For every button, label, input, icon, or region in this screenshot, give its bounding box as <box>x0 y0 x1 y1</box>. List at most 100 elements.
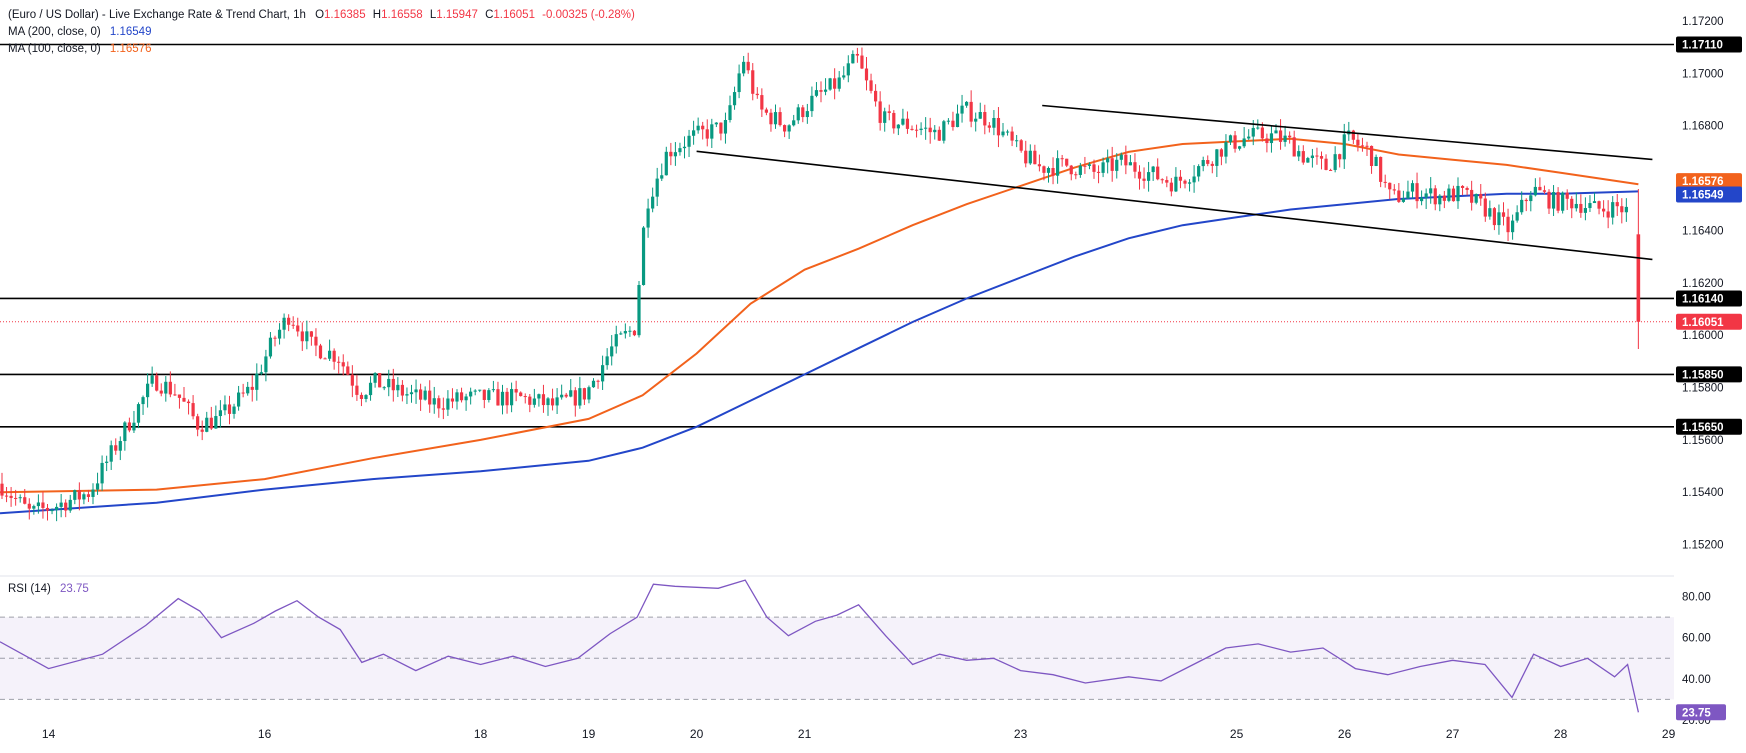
candle-body[interactable] <box>1151 166 1155 173</box>
candle-body[interactable] <box>555 397 559 406</box>
candle-body[interactable] <box>200 429 204 432</box>
candle-body[interactable] <box>50 510 54 512</box>
candle-body[interactable] <box>1474 193 1478 203</box>
candle-body[interactable] <box>1570 198 1574 209</box>
candle-body[interactable] <box>491 389 495 391</box>
candle-body[interactable] <box>1238 146 1242 149</box>
trendline[interactable] <box>696 150 1653 261</box>
candle-body[interactable] <box>632 330 637 336</box>
last-candle-body[interactable] <box>1636 234 1641 322</box>
candle-body[interactable] <box>578 388 582 406</box>
candle-body[interactable] <box>1074 174 1078 176</box>
candle-body[interactable] <box>405 394 409 396</box>
candle-body[interactable] <box>1083 165 1087 167</box>
candle-body[interactable] <box>232 406 236 414</box>
candle-body[interactable] <box>637 285 641 336</box>
candle-body[interactable] <box>687 135 691 147</box>
candle-body[interactable] <box>783 125 787 132</box>
candle-body[interactable] <box>978 112 982 119</box>
candle-body[interactable] <box>1119 154 1123 160</box>
candle-body[interactable] <box>1324 158 1328 170</box>
candle-body[interactable] <box>291 324 295 326</box>
candle-body[interactable] <box>1392 189 1396 191</box>
candle-body[interactable] <box>1319 156 1324 159</box>
candle-body[interactable] <box>205 417 209 432</box>
candle-body[interactable] <box>446 398 450 410</box>
candle-body[interactable] <box>751 70 755 94</box>
candle-body[interactable] <box>1283 135 1287 142</box>
candle-body[interactable] <box>1620 206 1624 213</box>
candle-body[interactable] <box>537 394 541 399</box>
candle-body[interactable] <box>846 63 850 76</box>
candle-body[interactable] <box>136 404 141 423</box>
candle-body[interactable] <box>928 127 932 133</box>
candle-body[interactable] <box>614 334 618 347</box>
candle-body[interactable] <box>423 390 427 400</box>
candle-body[interactable] <box>1051 168 1055 176</box>
candle-body[interactable] <box>68 499 72 511</box>
candle-body[interactable] <box>18 497 22 499</box>
candle-body[interactable] <box>1602 208 1606 212</box>
candle-body[interactable] <box>1611 202 1615 218</box>
candle-body[interactable] <box>73 490 77 500</box>
candle-body[interactable] <box>641 227 646 286</box>
candle-body[interactable] <box>541 394 546 406</box>
candle-body[interactable] <box>987 125 991 128</box>
candle-body[interactable] <box>1606 211 1610 218</box>
candle-body[interactable] <box>764 109 768 113</box>
candle-body[interactable] <box>887 111 891 113</box>
candle-body[interactable] <box>851 53 855 64</box>
candle-body[interactable] <box>273 337 277 339</box>
candle-body[interactable] <box>1415 183 1419 202</box>
candle-body[interactable] <box>965 101 969 106</box>
candle-body[interactable] <box>1488 208 1492 217</box>
candle-body[interactable] <box>373 373 377 383</box>
candle-body[interactable] <box>778 112 782 126</box>
candle-body[interactable] <box>1511 220 1515 233</box>
candle-body[interactable] <box>619 333 623 335</box>
candle-body[interactable] <box>419 389 423 400</box>
candle-body[interactable] <box>223 404 227 411</box>
candle-body[interactable] <box>669 151 673 157</box>
candle-body[interactable] <box>1183 180 1187 184</box>
candle-body[interactable] <box>1356 139 1360 146</box>
candle-body[interactable] <box>564 394 568 397</box>
candle-body[interactable] <box>1046 168 1051 173</box>
candle-body[interactable] <box>905 118 910 129</box>
candle-body[interactable] <box>942 121 946 141</box>
candle-body[interactable] <box>692 130 696 136</box>
candle-body[interactable] <box>287 317 291 325</box>
candle-body[interactable] <box>532 398 536 405</box>
candle-body[interactable] <box>86 494 91 497</box>
candle-body[interactable] <box>1561 192 1565 211</box>
candle-body[interactable] <box>955 113 960 128</box>
candle-body[interactable] <box>582 388 586 400</box>
candle-body[interactable] <box>823 89 828 92</box>
candle-body[interactable] <box>732 92 737 106</box>
candle-body[interactable] <box>1433 188 1437 205</box>
candle-body[interactable] <box>214 416 218 429</box>
candle-body[interactable] <box>1019 140 1023 151</box>
candle-body[interactable] <box>1501 212 1506 217</box>
candle-body[interactable] <box>82 494 86 500</box>
candle-body[interactable] <box>196 416 200 430</box>
candle-body[interactable] <box>864 68 869 81</box>
candle-body[interactable] <box>478 389 482 391</box>
candle-body[interactable] <box>1005 131 1010 133</box>
candle-body[interactable] <box>382 387 386 389</box>
candle-body[interactable] <box>951 120 955 128</box>
candle-body[interactable] <box>4 495 9 497</box>
candle-body[interactable] <box>546 398 550 406</box>
candle-body[interactable] <box>1424 193 1428 198</box>
candle-body[interactable] <box>1288 135 1292 138</box>
trendline[interactable] <box>1042 104 1653 161</box>
candle-body[interactable] <box>974 118 978 122</box>
candle-body[interactable] <box>1406 191 1410 199</box>
candle-body[interactable] <box>168 381 172 395</box>
candle-body[interactable] <box>1360 145 1365 147</box>
rsi-line[interactable] <box>0 579 1640 713</box>
candle-body[interactable] <box>1556 192 1560 211</box>
candle-body[interactable] <box>64 502 68 511</box>
candle-body[interactable] <box>36 502 40 507</box>
candle-body[interactable] <box>55 506 59 511</box>
